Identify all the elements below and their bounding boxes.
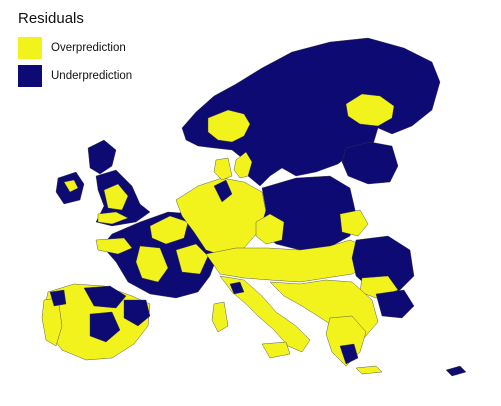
region-greece-south	[339, 343, 359, 365]
region-poland-centre	[255, 213, 285, 245]
region-spain-east	[123, 299, 151, 327]
region-france-west	[95, 237, 133, 255]
region-ireland-north	[63, 179, 79, 193]
legend-item-overprediction: Overprediction	[18, 35, 178, 61]
legend-label-underprediction: Underprediction	[51, 70, 133, 82]
map-legend: Residuals Overprediction Underprediction	[18, 10, 178, 91]
region-bulgaria	[375, 289, 415, 319]
region-crete	[355, 365, 383, 375]
region-france-centre	[135, 245, 169, 283]
legend-label-overprediction: Overprediction	[51, 42, 126, 54]
region-italy	[219, 275, 311, 353]
region-sardinia	[211, 301, 229, 333]
region-france-north	[149, 215, 189, 245]
legend-title: Residuals	[18, 10, 84, 27]
region-england-mid	[103, 183, 129, 211]
region-finland-south	[345, 93, 395, 127]
region-spain-north	[83, 285, 127, 309]
region-england-south	[97, 211, 129, 225]
region-norway-west	[207, 109, 251, 143]
region-france-east	[175, 243, 209, 275]
region-scotland	[87, 139, 117, 175]
region-baltics	[341, 141, 399, 185]
region-cyprus	[445, 365, 467, 377]
region-poland-east	[339, 209, 369, 237]
legend-swatch-overprediction	[18, 37, 42, 59]
legend-swatch-underprediction	[18, 65, 42, 87]
region-spain-centre	[89, 311, 121, 343]
region-germany-north	[213, 179, 233, 203]
legend-item-underprediction: Underprediction	[18, 63, 178, 89]
region-italy-blue	[229, 281, 245, 295]
region-sweden-south	[233, 151, 253, 179]
region-portugal-north	[49, 289, 67, 307]
region-denmark	[213, 157, 233, 181]
region-sicily	[261, 341, 291, 359]
